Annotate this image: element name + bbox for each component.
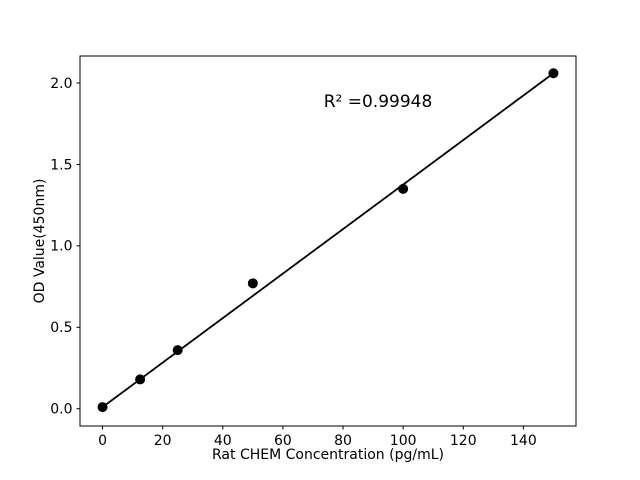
r-squared-annotation: R² =0.99948 bbox=[324, 92, 433, 112]
data-point bbox=[398, 183, 409, 194]
data-point bbox=[247, 278, 258, 289]
x-tick-label: 140 bbox=[510, 433, 537, 449]
data-point bbox=[172, 345, 183, 356]
y-tick-label: 0.0 bbox=[50, 402, 72, 418]
x-tick-label: 20 bbox=[154, 433, 172, 449]
plot-frame bbox=[79, 55, 577, 427]
data-point bbox=[135, 374, 146, 385]
plot-area: 0 20 40 60 80 100 120 140 0.0 0.5 1.0 1.5 2.0 bbox=[50, 55, 577, 449]
x-tick-label: 120 bbox=[450, 433, 477, 449]
x-tick-label: 40 bbox=[214, 433, 232, 449]
data-point bbox=[548, 68, 559, 79]
x-axis-label: Rat CHEM Concentration (pg/mL) bbox=[212, 447, 444, 463]
y-axis-label: OD Value(450nm) bbox=[32, 179, 48, 304]
x-tick-label: 100 bbox=[390, 433, 417, 449]
y-tick-label: 1.0 bbox=[50, 239, 72, 255]
x-tick-label: 80 bbox=[334, 433, 352, 449]
data-point bbox=[97, 402, 108, 413]
y-tick-label: 2.0 bbox=[50, 76, 72, 92]
y-tick-label: 1.5 bbox=[50, 157, 72, 173]
x-tick-label: 60 bbox=[274, 433, 292, 449]
x-tick-label: 0 bbox=[98, 433, 107, 449]
fit-line bbox=[101, 72, 555, 409]
y-tick-label: 0.5 bbox=[50, 320, 72, 336]
